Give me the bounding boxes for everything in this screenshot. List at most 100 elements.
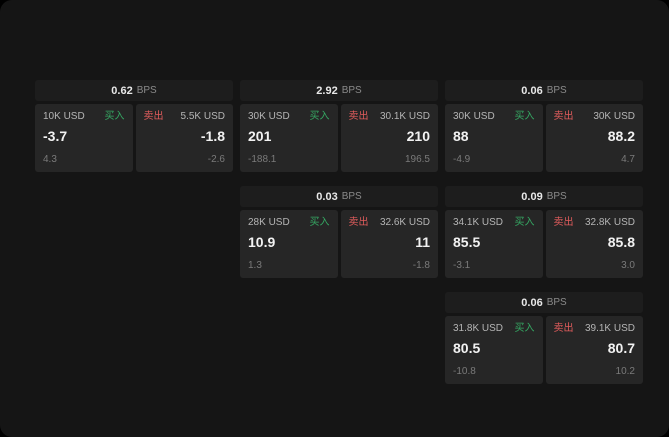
sell-delta: -1.8 bbox=[412, 260, 430, 271]
sell-amount: 30K USD bbox=[593, 111, 635, 122]
buy-delta: 4.3 bbox=[43, 154, 57, 165]
sell-price: 11 bbox=[415, 234, 430, 250]
sell-side-label: 卖出 bbox=[553, 111, 574, 122]
buy-side-label: 买入 bbox=[514, 111, 535, 122]
sell-panel[interactable]: 卖出 5.5K USD -1.8 -2.6 bbox=[135, 104, 233, 172]
buy-side-label: 买入 bbox=[104, 111, 125, 122]
bps-header: 0.06 BPS bbox=[445, 292, 643, 313]
sell-amount: 39.1K USD bbox=[584, 323, 635, 334]
sell-amount: 32.6K USD bbox=[379, 217, 430, 228]
buy-panel-top: 30K USD 买入 bbox=[248, 111, 330, 123]
quote-card: 0.62 BPS 10K USD 买入 -3.7 4.3 卖出 5.5K USD bbox=[35, 80, 233, 172]
buy-panel[interactable]: 10K USD 买入 -3.7 4.3 bbox=[35, 104, 133, 172]
buy-side-label: 买入 bbox=[514, 323, 535, 334]
buy-amount: 31.8K USD bbox=[453, 323, 504, 334]
buy-price: 88 bbox=[453, 128, 469, 144]
bps-header: 0.03 BPS bbox=[240, 186, 438, 207]
sell-side-label: 卖出 bbox=[553, 323, 574, 334]
bps-value: 0.09 bbox=[521, 190, 543, 203]
bps-unit-label: BPS bbox=[546, 85, 567, 96]
buy-panel-top: 28K USD 买入 bbox=[248, 217, 330, 229]
sell-panel-top: 卖出 30.1K USD bbox=[349, 111, 431, 123]
sell-delta: -2.6 bbox=[207, 154, 225, 165]
quote-panels: 28K USD 买入 10.9 1.3 卖出 32.6K USD 11 -1.8 bbox=[240, 210, 438, 278]
sell-delta: 196.5 bbox=[404, 154, 430, 165]
buy-price: -3.7 bbox=[43, 128, 68, 144]
sell-price: 210 bbox=[406, 128, 430, 144]
buy-delta: -4.9 bbox=[453, 154, 471, 165]
bps-unit-label: BPS bbox=[136, 85, 157, 96]
sell-panel-top: 卖出 39.1K USD bbox=[554, 323, 636, 335]
bps-unit-label: BPS bbox=[341, 191, 362, 202]
sell-panel-top: 卖出 5.5K USD bbox=[144, 111, 226, 123]
buy-amount: 28K USD bbox=[248, 217, 290, 228]
buy-delta: 1.3 bbox=[248, 260, 262, 271]
bps-value: 0.03 bbox=[316, 190, 338, 203]
bps-header: 2.92 BPS bbox=[240, 80, 438, 101]
buy-price: 80.5 bbox=[453, 340, 481, 356]
quote-card: 0.06 BPS 30K USD 买入 88 -4.9 卖出 30K USD bbox=[445, 80, 643, 172]
sell-amount: 30.1K USD bbox=[379, 111, 430, 122]
bps-value: 0.06 bbox=[521, 296, 543, 309]
sell-panel[interactable]: 卖出 30.1K USD 210 196.5 bbox=[340, 104, 438, 172]
quote-card: 2.92 BPS 30K USD 买入 201 -188.1 卖出 30.1K … bbox=[240, 80, 438, 172]
bps-unit-label: BPS bbox=[341, 85, 362, 96]
buy-price: 85.5 bbox=[453, 234, 481, 250]
quote-card: 0.03 BPS 28K USD 买入 10.9 1.3 卖出 32.6K US… bbox=[240, 186, 438, 278]
sell-delta: 4.7 bbox=[621, 154, 635, 165]
buy-panel[interactable]: 30K USD 买入 88 -4.9 bbox=[445, 104, 543, 172]
quote-panels: 30K USD 买入 88 -4.9 卖出 30K USD 88.2 4.7 bbox=[445, 104, 643, 172]
buy-price: 10.9 bbox=[248, 234, 276, 250]
buy-panel-top: 31.8K USD 买入 bbox=[453, 323, 535, 335]
sell-side-label: 卖出 bbox=[348, 217, 369, 228]
quote-panels: 34.1K USD 买入 85.5 -3.1 卖出 32.8K USD 85.8… bbox=[445, 210, 643, 278]
quote-panels: 10K USD 买入 -3.7 4.3 卖出 5.5K USD -1.8 -2.… bbox=[35, 104, 233, 172]
buy-delta: -188.1 bbox=[248, 154, 277, 165]
sell-amount: 5.5K USD bbox=[180, 111, 225, 122]
sell-price: 80.7 bbox=[607, 340, 635, 356]
sell-panel[interactable]: 卖出 30K USD 88.2 4.7 bbox=[545, 104, 643, 172]
buy-side-label: 买入 bbox=[309, 111, 330, 122]
bps-value: 0.06 bbox=[521, 84, 543, 97]
buy-panel-top: 34.1K USD 买入 bbox=[453, 217, 535, 229]
buy-panel[interactable]: 34.1K USD 买入 85.5 -3.1 bbox=[445, 210, 543, 278]
buy-amount: 30K USD bbox=[248, 111, 290, 122]
quote-panels: 30K USD 买入 201 -188.1 卖出 30.1K USD 210 1… bbox=[240, 104, 438, 172]
buy-delta: -10.8 bbox=[453, 366, 476, 377]
bps-value: 2.92 bbox=[316, 84, 338, 97]
sell-delta: 10.2 bbox=[615, 366, 635, 377]
sell-side-label: 卖出 bbox=[143, 111, 164, 122]
bps-value: 0.62 bbox=[111, 84, 133, 97]
sell-panel[interactable]: 卖出 32.6K USD 11 -1.8 bbox=[340, 210, 438, 278]
buy-panel[interactable]: 28K USD 买入 10.9 1.3 bbox=[240, 210, 338, 278]
bps-unit-label: BPS bbox=[546, 191, 567, 202]
quote-card-grid: 0.62 BPS 10K USD 买入 -3.7 4.3 卖出 5.5K USD bbox=[35, 80, 643, 384]
sell-panel-top: 卖出 32.6K USD bbox=[349, 217, 431, 229]
sell-panel-top: 卖出 32.8K USD bbox=[554, 217, 636, 229]
sell-side-label: 卖出 bbox=[348, 111, 369, 122]
buy-price: 201 bbox=[248, 128, 272, 144]
sell-price: -1.8 bbox=[200, 128, 225, 144]
buy-panel-top: 10K USD 买入 bbox=[43, 111, 125, 123]
buy-panel-top: 30K USD 买入 bbox=[453, 111, 535, 123]
buy-amount: 30K USD bbox=[453, 111, 495, 122]
buy-panel[interactable]: 30K USD 买入 201 -188.1 bbox=[240, 104, 338, 172]
sell-price: 85.8 bbox=[607, 234, 635, 250]
buy-amount: 10K USD bbox=[43, 111, 85, 122]
buy-delta: -3.1 bbox=[453, 260, 471, 271]
sell-amount: 32.8K USD bbox=[584, 217, 635, 228]
quote-card: 0.06 BPS 31.8K USD 买入 80.5 -10.8 卖出 39.1… bbox=[445, 292, 643, 384]
bps-header: 0.06 BPS bbox=[445, 80, 643, 101]
quote-card: 0.09 BPS 34.1K USD 买入 85.5 -3.1 卖出 32.8K… bbox=[445, 186, 643, 278]
sell-panel-top: 卖出 30K USD bbox=[554, 111, 636, 123]
buy-panel[interactable]: 31.8K USD 买入 80.5 -10.8 bbox=[445, 316, 543, 384]
bps-unit-label: BPS bbox=[546, 297, 567, 308]
sell-price: 88.2 bbox=[607, 128, 635, 144]
quote-panels: 31.8K USD 买入 80.5 -10.8 卖出 39.1K USD 80.… bbox=[445, 316, 643, 384]
sell-side-label: 卖出 bbox=[553, 217, 574, 228]
bps-header: 0.09 BPS bbox=[445, 186, 643, 207]
sell-panel[interactable]: 卖出 32.8K USD 85.8 3.0 bbox=[545, 210, 643, 278]
sell-panel[interactable]: 卖出 39.1K USD 80.7 10.2 bbox=[545, 316, 643, 384]
buy-amount: 34.1K USD bbox=[453, 217, 504, 228]
